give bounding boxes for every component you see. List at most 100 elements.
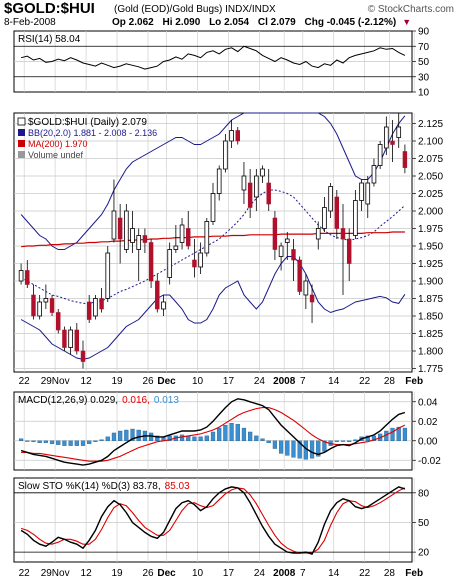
candle-body xyxy=(148,242,154,282)
candle-body xyxy=(303,280,309,296)
x-tick-label: 2008 xyxy=(273,568,296,579)
macd-legend-label: MACD(12,26,9) 0.029, xyxy=(18,395,118,406)
macd-histogram-bar xyxy=(87,440,92,444)
rsi-legend: RSI(14) 58.04 xyxy=(18,34,81,45)
candle-body xyxy=(365,182,371,205)
macd-histogram-bar xyxy=(124,429,129,441)
rsi-y-tick-label: 30 xyxy=(418,72,430,83)
rsi-y-tick-label: 70 xyxy=(418,42,430,53)
macd-histogram-bar xyxy=(402,427,408,441)
macd-panel xyxy=(13,391,413,471)
stochastic-y-tick-label: 50 xyxy=(418,518,430,529)
candle-body xyxy=(315,228,321,240)
price-y-tick-label: 1.850 xyxy=(418,312,443,323)
candle-body xyxy=(346,238,352,264)
macd-histogram-bar xyxy=(229,423,234,441)
candle-body xyxy=(105,252,111,299)
candle-body xyxy=(291,249,296,261)
macd-histogram-bar xyxy=(136,429,141,441)
chart-title: $GOLD:$HUI xyxy=(4,0,95,17)
macd-histogram-bar xyxy=(241,427,247,441)
x-tick-label: 14 xyxy=(328,376,340,387)
price-y-tick-label: 2.050 xyxy=(418,172,443,183)
macd-histogram-legend-label: 0.013 xyxy=(154,395,179,406)
macd-y-tick-label: 0.04 xyxy=(418,397,438,408)
candle-body xyxy=(260,168,265,177)
candle-body xyxy=(179,224,185,243)
candle-body xyxy=(155,280,160,310)
x-tick-label: 29Nov xyxy=(41,568,70,579)
macd-histogram-bar xyxy=(322,440,327,452)
candle-body xyxy=(99,298,104,310)
candle-body xyxy=(142,235,148,243)
macd-histogram-bar xyxy=(278,440,284,454)
price-y-tick-label: 2.125 xyxy=(418,119,443,130)
quote-date: 8-Feb-2008 xyxy=(4,17,56,28)
macd-histogram-bar xyxy=(272,440,278,449)
macd-histogram-bar xyxy=(56,440,61,445)
candle-body xyxy=(173,245,179,250)
macd-histogram-bar xyxy=(353,439,358,441)
rsi-y-tick-label: 10 xyxy=(418,88,430,99)
x-tick-label: 10 xyxy=(192,376,204,387)
macd-histogram-bar xyxy=(260,438,265,441)
x-tick-label: 22 xyxy=(19,376,31,387)
stochastic-d-line xyxy=(20,487,406,554)
candle-body xyxy=(322,207,327,229)
candle-body xyxy=(31,294,36,317)
candle-body xyxy=(130,228,135,243)
macd-histogram-bar xyxy=(62,440,67,446)
candle-body xyxy=(297,259,302,292)
stochastic-y-tick-label: 20 xyxy=(418,548,430,559)
volume-legend-label: Volume undef xyxy=(28,150,84,160)
macd-y-tick-label: 0.00 xyxy=(418,436,438,447)
price-y-tick-label: 1.875 xyxy=(418,294,443,305)
price-legend-swatch xyxy=(17,117,26,126)
x-tick-label: 12 xyxy=(81,568,93,579)
x-tick-label: 12 xyxy=(81,376,93,387)
macd-histogram-bar xyxy=(111,432,117,441)
candle-body xyxy=(68,329,73,348)
macd-histogram-bar xyxy=(179,434,185,441)
candle-body xyxy=(167,249,172,278)
macd-histogram-bar xyxy=(291,440,296,458)
price-legend-label: $GOLD:$HUI (Daily) 2.079 xyxy=(28,117,147,128)
rsi-line xyxy=(20,45,406,70)
ohlc-summary: Op 2.062 Hi 2.090 Lo 2.054 Cl 2.079 Chg … xyxy=(112,17,417,28)
macd-histogram-bar xyxy=(340,440,346,442)
macd-histogram-bar xyxy=(37,440,42,443)
macd-histogram-bar xyxy=(68,440,73,446)
x-tick-label: 7 xyxy=(300,376,306,387)
open-value: Op 2.062 xyxy=(112,17,154,28)
price-y-tick-label: 1.775 xyxy=(418,364,443,375)
candle-body xyxy=(254,175,259,198)
volume-legend-swatch xyxy=(18,151,25,158)
candle-body xyxy=(266,182,271,205)
macd-histogram-bar xyxy=(74,440,79,446)
candle-body xyxy=(37,301,42,317)
macd-histogram-bar xyxy=(99,439,104,441)
price-y-tick-label: 1.825 xyxy=(418,329,443,340)
macd-histogram-bar xyxy=(254,435,259,441)
x-tick-label: 26 xyxy=(142,376,154,387)
stochastic-k-line xyxy=(20,486,406,555)
candle-body xyxy=(328,186,333,212)
x-tick-label: 17 xyxy=(223,568,235,579)
x-tick-label: 28 xyxy=(384,568,396,579)
macd-histogram-bar xyxy=(49,440,55,444)
candle-body xyxy=(340,228,346,240)
candle-body xyxy=(117,217,123,240)
candle-body xyxy=(223,140,228,170)
macd-histogram-bar xyxy=(316,440,321,457)
candle-body xyxy=(124,210,129,250)
macd-histogram-bar xyxy=(18,438,24,441)
macd-histogram-bar xyxy=(167,435,172,441)
candle-body xyxy=(74,329,80,352)
candle-body xyxy=(43,298,49,303)
macd-histogram-bar xyxy=(223,424,228,441)
stochastic-k-legend-label: Slow STO %K(14) %D(3) 83.78, xyxy=(18,481,161,492)
chart-subtitle: (Gold (EOD)/Gold Bugs) INDX/INDX xyxy=(114,4,276,15)
candle-body xyxy=(216,168,222,194)
candle-body xyxy=(86,301,92,320)
price-y-tick-label: 1.800 xyxy=(418,347,443,358)
